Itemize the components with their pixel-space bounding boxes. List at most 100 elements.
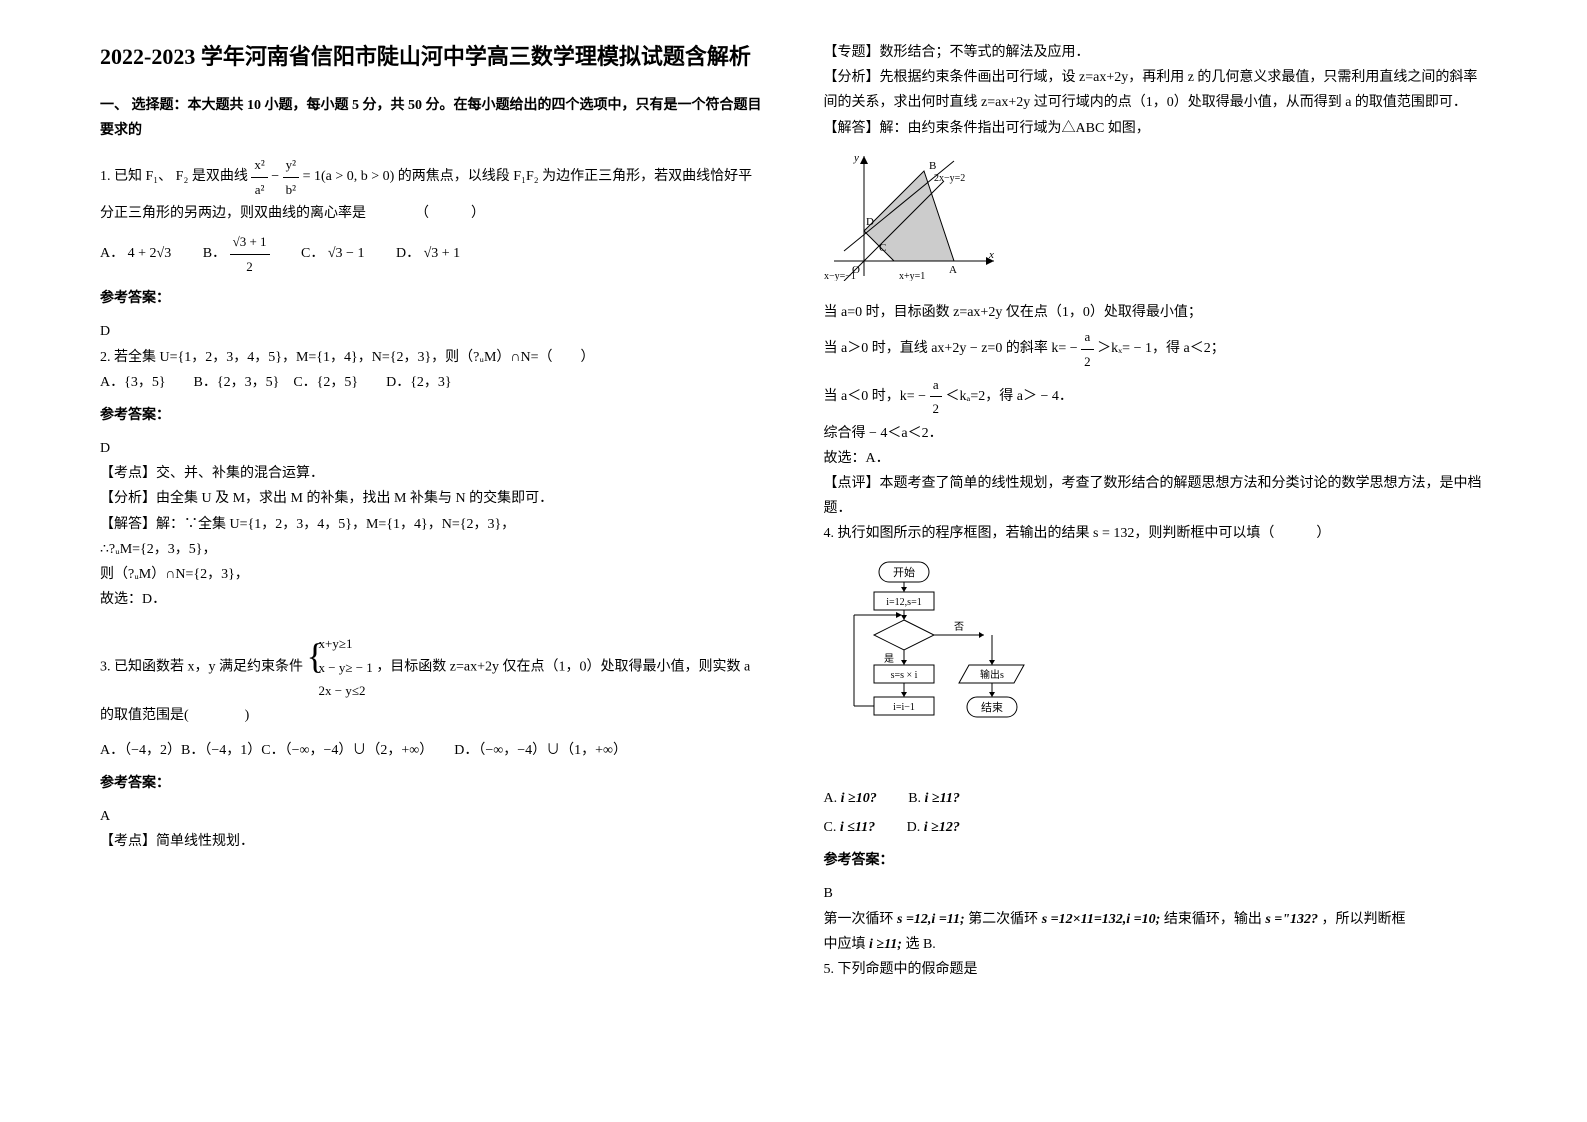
q1-optA: 4 + 2√3	[128, 246, 172, 261]
q3-sol4: 综合得 − 4＜a＜2．	[824, 421, 1488, 446]
q2-sol-l: 【解答】	[100, 517, 156, 532]
q1-optB-l: B．	[175, 246, 226, 261]
q2-kp-t: 交、并、补集的混合运算．	[156, 466, 324, 481]
q4-sol1: 第一次循环 s =12,i =11; 第二次循环 s =12×11=132,i …	[824, 907, 1488, 932]
q1-optA-l: A．	[100, 246, 124, 261]
q2-an-t: 由全集 U 及 M，求出 M 的补集，找出 M 补集与 N 的交集即可．	[156, 491, 553, 506]
q2-sol: 【解答】解：∵全集 U={1，2，3，4，5}，M={1，4}，N={2，3}，	[100, 512, 764, 537]
q1-f1: F₁	[146, 169, 159, 184]
q2-sol3: 则（?ᵤM）∩N={2，3}，	[100, 562, 764, 587]
q4-optD-l: D.	[907, 820, 921, 835]
q1-frac2: y² b²	[283, 153, 299, 201]
q4-sol1g: ，所以判断框	[1322, 912, 1406, 927]
q1-optB-frac: √3 + 1 2	[230, 230, 270, 278]
q4-options-2: C. i ≤11? D. i ≥12?	[824, 815, 1488, 840]
q4-optA: i ≥10?	[841, 791, 877, 806]
q3-sol3b: ＜kₐ=2，得 a＞ − 4．	[946, 389, 1073, 404]
q4-optC-l: C.	[824, 820, 837, 835]
flow-out: 输出s	[980, 668, 1004, 681]
q4-optD: i ≥12?	[924, 820, 960, 835]
q4-sol2a: 中应填	[824, 937, 866, 952]
q4-answer: B	[824, 881, 1488, 906]
q1-rhs: = 1(a > 0, b > 0)	[303, 169, 395, 184]
q1-minus: −	[271, 169, 282, 184]
q2-sol2: ∴?ᵤM={2，3，5}，	[100, 537, 764, 562]
q1-optC: √3 − 1	[328, 246, 365, 261]
q2-kp-l: 【考点】	[100, 466, 156, 481]
q3-sol-l: 【解答】	[824, 121, 880, 136]
q3-topic-t: 数形结合；不等式的解法及应用．	[880, 45, 1090, 60]
q3-sol5: 故选：A．	[824, 446, 1488, 471]
q1-optB-num: √3 + 1	[230, 230, 270, 254]
q4-sol2c: 选 B.	[905, 937, 935, 952]
q3-topic: 【专题】数形结合；不等式的解法及应用．	[824, 40, 1488, 65]
q2-an: 【分析】由全集 U 及 M，求出 M 的补集，找出 M 补集与 N 的交集即可．	[100, 486, 764, 511]
flow-yes: 是	[884, 653, 894, 665]
q4-options-1: A. i ≥10? B. i ≥11?	[824, 786, 1488, 811]
q2-sol1: 解：∵全集 U={1，2，3，4，5}，M={1，4}，N={2，3}，	[156, 517, 515, 532]
q3-sol3-frac: a 2	[930, 373, 943, 421]
q1-num2: y²	[283, 153, 299, 177]
q4-sol1d: s =12×11=132,i =10;	[1042, 912, 1161, 927]
question-5: 5. 下列命题中的假命题是	[824, 957, 1488, 982]
diag-y: y	[853, 152, 859, 164]
q4-optB-l: B.	[908, 791, 921, 806]
q1-mid2: 的两焦点，以线段	[398, 169, 510, 184]
q3-diagram: O x y B A C 2x−y=2 x−y=−1 x+y=1 D	[824, 151, 1488, 290]
q4-optB: i ≥11?	[925, 791, 960, 806]
q1-den2: b²	[283, 178, 299, 201]
q3-sol3: 当 a＜0 时，k= − a 2 ＜kₐ=2，得 a＞ − 4．	[824, 373, 1488, 421]
q1-f1f2: F₁F₂	[513, 169, 538, 184]
section-header: 一、 选择题：本大题共 10 小题，每小题 5 分，共 50 分。在每小题给出的…	[100, 93, 764, 143]
flow-step2: i=i−1	[893, 702, 915, 713]
q3-cm-l: 【点评】	[824, 476, 880, 491]
answer-label-2: 参考答案：	[100, 403, 764, 428]
diag-A: A	[949, 264, 957, 276]
q3-sol2a: 当 a＞0 时，直线 ax+2y − z=0 的斜率 k= −	[824, 341, 1078, 356]
q3-sol1: 当 a=0 时，目标函数 z=ax+2y 仅在点（1，0）处取得最小值；	[824, 300, 1488, 325]
answer-label-4: 参考答案：	[824, 848, 1488, 873]
diag-x: x	[988, 249, 994, 261]
q2-answer: D	[100, 436, 764, 461]
q4-flowchart: 开始 i=12,s=1 是 否 s=s × i i=i−1 输出s	[824, 557, 1488, 776]
q1-optD-l: D．	[368, 246, 420, 261]
q3-an-l: 【分析】	[824, 70, 880, 85]
answer-label-3: 参考答案：	[100, 771, 764, 796]
diag-l3: 2x−y=2	[934, 173, 965, 184]
q1-num1: x²	[251, 153, 267, 177]
q3-sol0: 【解答】解：由约束条件指出可行域为△ABC 如图，	[824, 116, 1488, 141]
diag-D: D	[866, 216, 874, 228]
q1-mid1: 是双曲线	[192, 169, 248, 184]
q1-optD: √3 + 1	[424, 246, 461, 261]
q3-sol3-den: 2	[930, 397, 943, 420]
q3-sol2-frac: a 2	[1081, 325, 1094, 373]
q3-cm-t: 本题考查了简单的线性规划，考查了数形结合的解题思想方法和分类讨论的数学思想方法，…	[824, 476, 1482, 516]
q1-den1: a²	[251, 178, 267, 201]
q4-sol2b: i ≥11;	[869, 937, 902, 952]
q3-sol0-t: 解：由约束条件指出可行域为△ABC 如图，	[880, 121, 1150, 136]
question-3: 3. 已知函数若 x，y 满足约束条件 { x+y≥1 x − y≥ − 1 2…	[100, 632, 764, 727]
flow-start: 开始	[893, 565, 915, 579]
q3-sol2: 当 a＞0 时，直线 ax+2y − z=0 的斜率 k= − a 2 ＞kₓ=…	[824, 325, 1488, 373]
q4-optC: i ≤11?	[840, 820, 875, 835]
q1-answer: D	[100, 319, 764, 344]
question-2: 2. 若全集 U={1，2，3，4，5}，M={1，4}，N={2，3}，则（?…	[100, 345, 764, 370]
q2-an-l: 【分析】	[100, 491, 156, 506]
q1-options: A． 4 + 2√3 B． √3 + 1 2 C． √3 − 1 D． √3 +…	[100, 230, 764, 278]
flow-step1: s=s × i	[890, 670, 917, 681]
q3-cm: 【点评】本题考查了简单的线性规划，考查了数形结合的解题思想方法和分类讨论的数学思…	[824, 471, 1488, 521]
q3-c1: x+y≥1	[319, 632, 373, 655]
q1-prefix: 1. 已知	[100, 169, 142, 184]
q3-kp: 【考点】简单线性规划．	[100, 829, 764, 854]
q2-options: A．{3，5} B．{2，3，5} C．{2，5} D．{2，3}	[100, 370, 764, 395]
q3-topic-l: 【专题】	[824, 45, 880, 60]
q1-optC-l: C．	[273, 246, 324, 261]
q3-options: A．（−4，2）B．（−4，1）C．（−∞，−4）∪（2，+∞） D．（−∞，−…	[100, 738, 764, 763]
q4-sol2: 中应填 i ≥11; 选 B.	[824, 932, 1488, 957]
diag-B: B	[929, 160, 936, 172]
q1-f2: F₂	[176, 169, 189, 184]
q1-optB-den: 2	[230, 255, 270, 278]
q3-sol2b: ＞kₓ= − 1，得 a＜2；	[1097, 341, 1225, 356]
q4-optA-l: A.	[824, 791, 838, 806]
question-4: 4. 执行如图所示的程序框图，若输出的结果 s = 132，则判断框中可以填（ …	[824, 521, 1488, 546]
